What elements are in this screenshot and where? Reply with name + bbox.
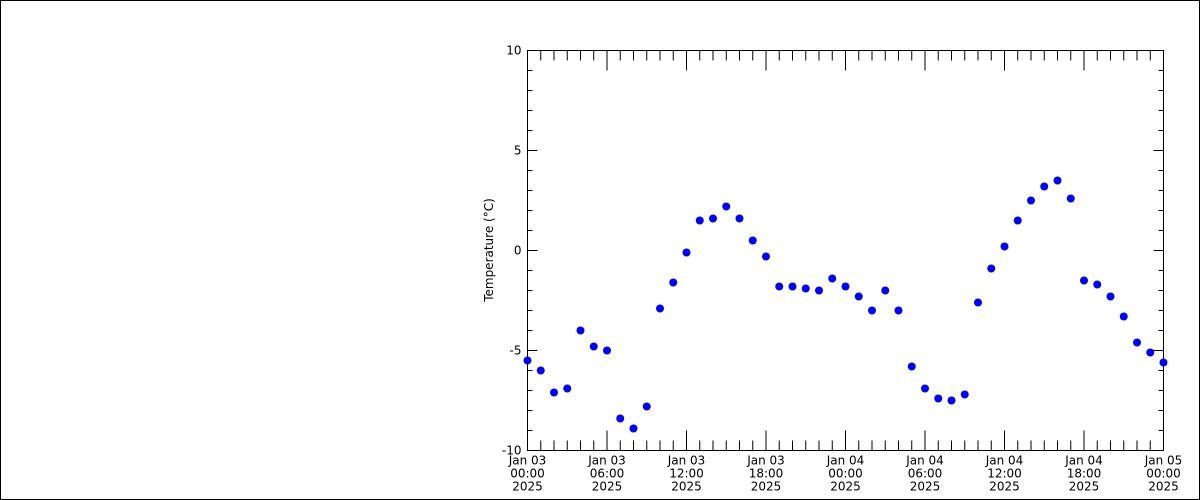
x-tick-label: Jan 05 00:00 2025	[1144, 454, 1183, 494]
point	[656, 304, 664, 313]
point	[669, 278, 678, 287]
point	[762, 252, 770, 261]
x-tick-label-line: 2025	[1148, 480, 1179, 494]
point	[775, 282, 784, 291]
x-tick-label: Jan 04 12:00 2025	[985, 454, 1024, 494]
x-tick-label-line: Jan 03	[746, 454, 785, 468]
y-tick-label: 10	[506, 44, 521, 58]
point	[1000, 242, 1009, 251]
point	[523, 356, 532, 365]
point	[828, 274, 837, 283]
point	[1106, 292, 1115, 301]
x-tick-label-line: 2025	[910, 480, 941, 494]
point	[841, 282, 850, 291]
x-tick-label: Jan 04 00:00 2025	[826, 454, 865, 494]
point	[868, 306, 876, 315]
point	[1146, 348, 1155, 357]
point	[735, 214, 744, 223]
y-axis-label: Temperature (°C)	[482, 198, 496, 303]
point	[921, 384, 929, 393]
x-tick-label-line: Jan 03	[587, 454, 626, 468]
point	[1013, 216, 1022, 225]
point	[815, 286, 823, 295]
x-tick-label-line: 06:00	[908, 467, 943, 481]
point	[603, 346, 611, 355]
x-tick-label-line: Jan 05	[1144, 454, 1183, 468]
point	[1093, 280, 1102, 289]
point	[722, 202, 731, 211]
x-tick-label: Jan 03 12:00 2025	[667, 454, 706, 494]
point	[881, 286, 890, 295]
point	[629, 424, 638, 433]
point	[854, 292, 863, 301]
x-tick-label-line: 00:00	[510, 467, 545, 481]
x-tick-label-line: 00:00	[828, 467, 863, 481]
point	[563, 384, 572, 393]
point	[801, 284, 810, 293]
point	[709, 214, 717, 223]
point	[695, 216, 704, 225]
point	[589, 342, 598, 351]
y-tick-label: -10	[502, 444, 522, 458]
x-tick-label: Jan 04 06:00 2025	[905, 454, 944, 494]
point	[947, 396, 956, 405]
point	[576, 326, 585, 335]
point	[1133, 338, 1141, 347]
x-tick-label-line: 2025	[671, 480, 702, 494]
y-tick-label: 5	[514, 144, 522, 158]
point	[642, 402, 651, 411]
point	[1159, 358, 1168, 367]
y-tick-label: -5	[510, 344, 522, 358]
x-tick-label-line: Jan 04	[826, 454, 865, 468]
point	[682, 248, 691, 257]
point	[987, 264, 996, 273]
point	[536, 366, 545, 375]
x-tick-label-line: 06:00	[590, 467, 625, 481]
point	[894, 306, 903, 315]
x-tick-label-line: 2025	[989, 480, 1020, 494]
point	[960, 390, 969, 399]
x-tick-label-line: Jan 03	[508, 454, 547, 468]
x-tick-label-line: 2025	[1069, 480, 1100, 494]
x-tick-label-line: 12:00	[987, 467, 1022, 481]
x-tick-label-line: Jan 03	[667, 454, 706, 468]
point	[1040, 182, 1049, 191]
point	[1080, 276, 1088, 285]
x-tick-label: Jan 03 00:00 2025	[508, 454, 547, 494]
point	[1119, 312, 1128, 321]
x-tick-label-line: 00:00	[1146, 467, 1181, 481]
point	[907, 362, 916, 371]
x-tick-label: Jan 03 18:00 2025	[746, 454, 785, 494]
point	[616, 414, 625, 423]
point	[974, 298, 982, 307]
point	[1066, 194, 1075, 203]
point	[1027, 196, 1035, 205]
x-tick-label-line: Jan 04	[1064, 454, 1103, 468]
point	[550, 388, 558, 397]
y-tick-label: 0	[514, 244, 522, 258]
x-tick-label-line: 2025	[592, 480, 623, 494]
x-tick-label-line: Jan 04	[985, 454, 1024, 468]
x-tick-label-line: Jan 04	[905, 454, 944, 468]
x-tick-label-line: 12:00	[669, 467, 704, 481]
x-tick-label-line: 18:00	[1067, 467, 1102, 481]
x-tick-label-line: 18:00	[749, 467, 784, 481]
point	[748, 236, 757, 245]
x-tick-label-line: 2025	[751, 480, 782, 494]
x-tick-label-line: 2025	[830, 480, 861, 494]
point	[934, 394, 943, 403]
point	[1053, 176, 1062, 185]
x-tick-label-line: 2025	[512, 480, 543, 494]
point	[788, 282, 797, 291]
x-tick-label: Jan 03 06:00 2025	[587, 454, 626, 494]
x-tick-label: Jan 04 18:00 2025	[1064, 454, 1103, 494]
